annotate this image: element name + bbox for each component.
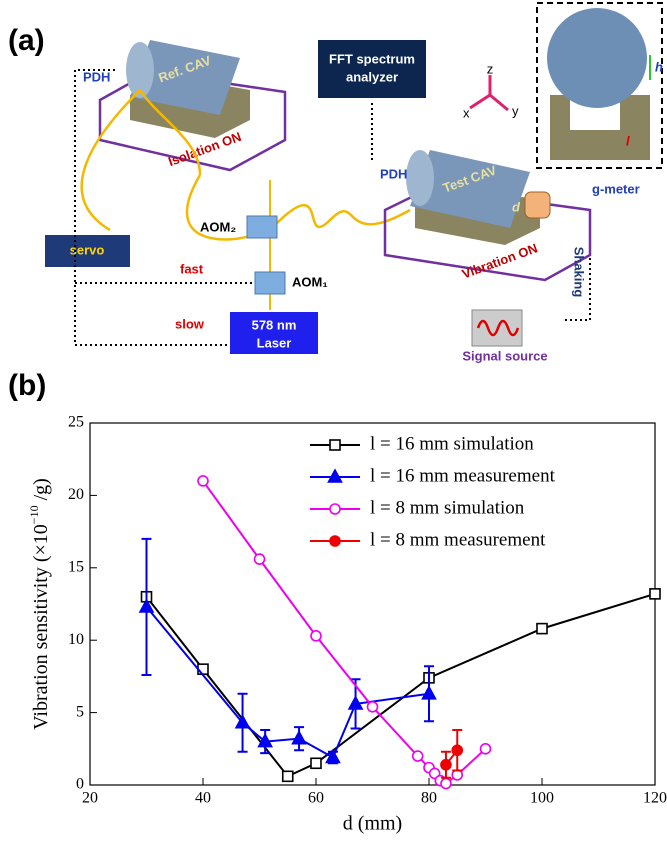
aom [255, 272, 285, 294]
series-line [147, 607, 430, 758]
label: slow [175, 316, 205, 331]
cavity-end [126, 42, 154, 98]
y-tick-label: 15 [68, 558, 84, 575]
marker [198, 476, 208, 486]
label: Vibration ON [460, 240, 540, 281]
label: fast [180, 261, 204, 276]
marker [441, 760, 451, 770]
label: y [512, 103, 519, 118]
label: h [655, 59, 663, 74]
legend-label: l = 16 mm simulation [370, 433, 534, 454]
label: Laser [257, 335, 292, 350]
series-line [147, 594, 656, 776]
inset-disc [547, 8, 647, 108]
label: AOM₁ [292, 274, 328, 289]
series [140, 539, 436, 763]
marker [311, 758, 321, 768]
axes-icon [470, 75, 508, 110]
label: x [463, 105, 470, 120]
label: PDH [83, 69, 110, 84]
x-tick-label: 80 [421, 790, 437, 807]
label: 578 nm [252, 317, 297, 332]
marker [368, 702, 378, 712]
label: d [512, 199, 521, 214]
label: FFT spectrum [329, 51, 415, 66]
marker [481, 744, 491, 754]
marker [293, 732, 306, 744]
marker [452, 745, 462, 755]
x-tick-label: 120 [643, 790, 667, 807]
x-tick-label: 40 [195, 790, 211, 807]
legend-marker [330, 504, 340, 514]
legend-label: l = 8 mm simulation [370, 497, 525, 518]
y-tick-label: 10 [68, 631, 84, 648]
y-axis-label-part: −10 [27, 505, 41, 524]
cavity-end [406, 150, 434, 206]
x-tick-label: 60 [308, 790, 324, 807]
y-axis-label-part: Vibration sensitivity (×10 [30, 524, 52, 730]
y-tick-label: 25 [68, 414, 84, 431]
marker [537, 624, 547, 634]
panel-label: (b) [8, 369, 46, 402]
label: z [487, 61, 494, 76]
aom [247, 216, 277, 238]
marker [441, 779, 451, 789]
label: Signal source [462, 348, 547, 363]
chart: (b) 20 40 60 80 100 120 0 5 10 15 20 25 d (mm) Vibrat… [8, 369, 667, 835]
legend-label: l = 16 mm measurement [370, 465, 556, 486]
marker [255, 554, 265, 564]
label: PDH [380, 166, 407, 181]
figure: (a) Ref. CAV Isolation ON PDH FFT spectr… [0, 0, 667, 845]
series [441, 730, 462, 778]
series-line [203, 481, 486, 784]
label: AOM₂ [200, 219, 236, 234]
y-tick-label: 20 [68, 486, 84, 503]
g-meter [525, 192, 550, 218]
legend-label: l = 8 mm measurement [370, 529, 546, 550]
series [142, 589, 661, 781]
panel-label: (a) [8, 24, 45, 57]
x-tick-label: 20 [82, 790, 98, 807]
label: l [626, 133, 630, 148]
diagram: (a) Ref. CAV Isolation ON PDH FFT spectr… [8, 3, 663, 363]
label: Shaking [572, 247, 587, 298]
marker [413, 751, 423, 761]
marker [423, 687, 436, 699]
y-tick-label: 0 [76, 776, 84, 793]
marker [198, 664, 208, 674]
y-axis-label: Vibration sensitivity (×10−10 /g) [27, 478, 52, 730]
x-tick-label: 100 [530, 790, 554, 807]
x-axis-label: d (mm) [343, 813, 402, 835]
label: g-meter [592, 181, 640, 196]
y-tick-label: 5 [76, 703, 84, 720]
label: analyzer [346, 69, 398, 84]
y-axis-label-part: /g) [30, 478, 52, 505]
marker [311, 631, 321, 641]
marker [650, 589, 660, 599]
legend-marker [330, 440, 340, 450]
legend-marker [330, 536, 340, 546]
marker [283, 771, 293, 781]
